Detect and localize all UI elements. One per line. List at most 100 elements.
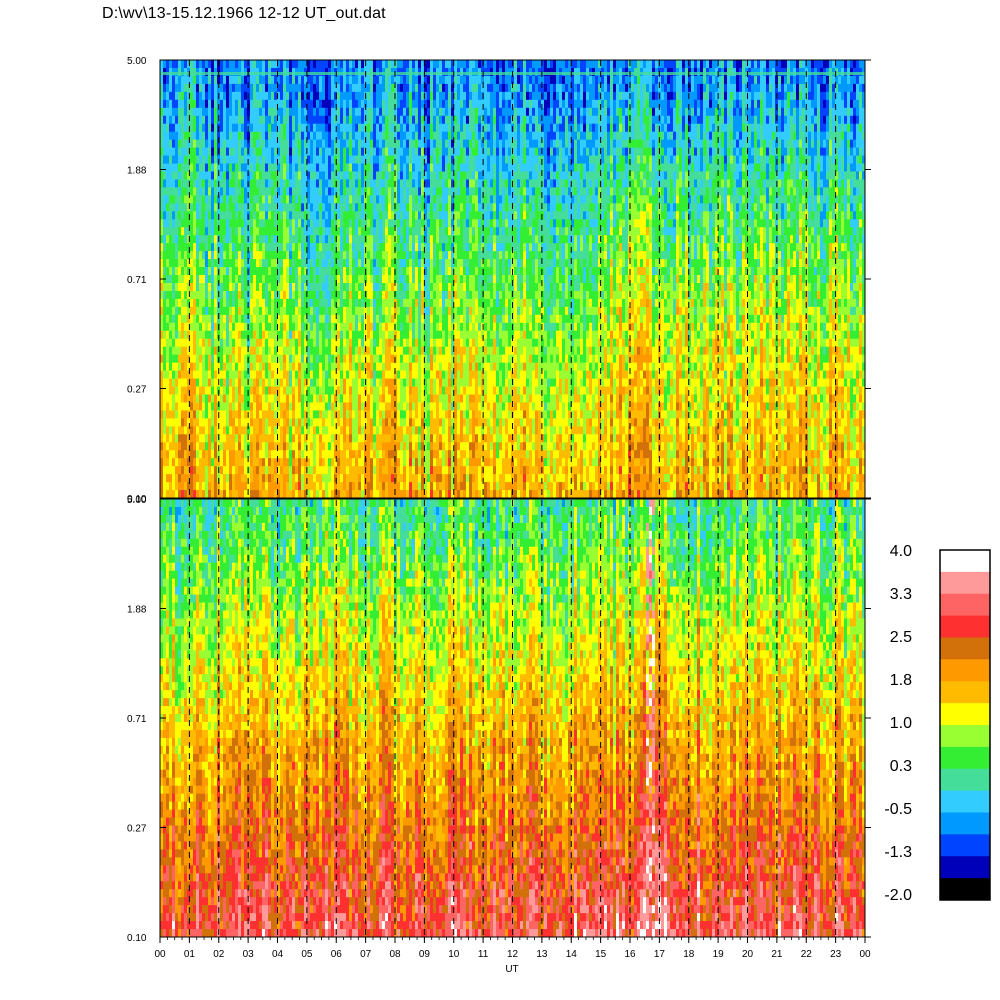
spectrogram-cell <box>274 203 278 212</box>
spectrogram-cell <box>403 99 407 109</box>
spectrogram-cell <box>232 75 236 85</box>
spectrogram-cell <box>253 450 257 459</box>
spectrogram-cell <box>211 131 215 141</box>
spectrogram-cell <box>292 60 296 69</box>
spectrogram-cell <box>268 171 272 181</box>
spectrogram-cell <box>271 187 275 196</box>
spectrogram-cell <box>238 115 242 125</box>
spectrogram-cell <box>289 163 293 173</box>
spectrogram-cell <box>406 155 410 165</box>
spectrogram-cell <box>421 83 425 93</box>
spectrogram-cell <box>415 298 419 308</box>
spectrogram-cell <box>298 259 302 268</box>
spectrogram-cell <box>169 394 173 404</box>
spectrogram-cell <box>310 410 314 419</box>
spectrogram-cell <box>340 91 344 101</box>
spectrogram-cell <box>277 131 281 141</box>
spectrogram-cell <box>328 235 332 244</box>
spectrogram-cell <box>388 458 392 467</box>
spectrogram-cell <box>421 251 425 260</box>
spectrogram-cell <box>337 474 341 483</box>
spectrogram-cell <box>409 290 413 300</box>
spectrogram-cell <box>412 362 416 372</box>
spectrogram-cell <box>370 115 374 125</box>
spectrogram-cell <box>208 298 212 308</box>
spectrogram-cell <box>187 60 191 69</box>
spectrogram-cell <box>262 362 266 372</box>
spectrogram-cell <box>412 314 416 324</box>
spectrogram-cell <box>193 203 197 212</box>
spectrogram-cell <box>355 290 359 300</box>
spectrogram-cell <box>385 402 389 411</box>
spectrogram-cell <box>259 243 263 252</box>
spectrogram-cell <box>292 259 296 268</box>
spectrogram-cell <box>370 139 374 149</box>
spectrogram-cell <box>181 402 185 411</box>
spectrogram-cell <box>379 474 383 483</box>
spectrogram-cell <box>310 99 314 109</box>
spectrogram-cell <box>163 402 167 411</box>
spectrogram-cell <box>166 370 170 380</box>
spectrogram-cell <box>349 490 353 498</box>
spectrogram-cell <box>382 306 386 316</box>
spectrogram-cell <box>373 83 377 93</box>
spectrogram-cell <box>160 306 164 316</box>
spectrogram-cell <box>208 275 212 284</box>
spectrogram-cell <box>250 203 254 212</box>
spectrogram-cell <box>241 354 245 364</box>
spectrogram-cell <box>232 386 236 396</box>
spectrogram-cell <box>220 354 224 364</box>
spectrogram-cell <box>202 211 206 220</box>
spectrogram-cell <box>169 290 173 300</box>
spectrogram-cell <box>298 474 302 483</box>
spectrogram-cell <box>325 99 329 109</box>
spectrogram-cell <box>280 131 284 141</box>
spectrogram-cell <box>367 282 371 292</box>
spectrogram-cell <box>202 123 206 133</box>
spectrogram-cell <box>268 482 272 491</box>
spectrogram-cell <box>286 139 290 149</box>
spectrogram-cell <box>328 314 332 324</box>
spectrogram-cell <box>412 123 416 133</box>
spectrogram-cell <box>406 163 410 173</box>
spectrogram-cell <box>319 171 323 181</box>
spectrogram-cell <box>232 434 236 443</box>
spectrogram-cell <box>259 267 263 276</box>
spectrogram-cell <box>376 450 380 459</box>
spectrogram-cell <box>367 211 371 220</box>
spectrogram-cell <box>403 163 407 173</box>
spectrogram-cell <box>355 458 359 467</box>
spectrogram-cell <box>247 235 251 244</box>
spectrogram-cell <box>178 155 182 165</box>
spectrogram-cell <box>403 410 407 419</box>
spectrogram-cell <box>268 131 272 141</box>
spectrogram-cell <box>178 418 182 427</box>
spectrogram-cell <box>199 139 203 149</box>
spectrogram-cell <box>211 338 215 348</box>
spectrogram-cell <box>286 203 290 212</box>
spectrogram-cell <box>310 354 314 364</box>
spectrogram-cell <box>319 123 323 133</box>
spectrogram-cell <box>229 354 233 364</box>
spectrogram-cell <box>244 450 248 459</box>
spectrogram-cell <box>280 370 284 380</box>
spectrogram-cell <box>400 83 404 93</box>
spectrogram-cell <box>403 386 407 396</box>
spectrogram-cell <box>391 115 395 125</box>
spectrogram-cell <box>328 282 332 292</box>
spectrogram-cell <box>265 195 269 204</box>
spectrogram-cell <box>274 458 278 467</box>
spectrogram-cell <box>343 442 347 451</box>
spectrogram-cell <box>238 338 242 348</box>
spectrogram-cell <box>193 259 197 268</box>
spectrogram-cell <box>181 466 185 475</box>
spectrogram-cell <box>178 306 182 316</box>
spectrogram-cell <box>406 298 410 308</box>
spectrogram-cell <box>349 243 353 252</box>
spectrogram-cell <box>247 219 251 228</box>
spectrogram-cell <box>259 163 263 173</box>
spectrogram-cell <box>295 75 299 85</box>
spectrogram-cell <box>271 235 275 244</box>
spectrogram-cell <box>187 474 191 483</box>
spectrogram-cell <box>208 163 212 173</box>
